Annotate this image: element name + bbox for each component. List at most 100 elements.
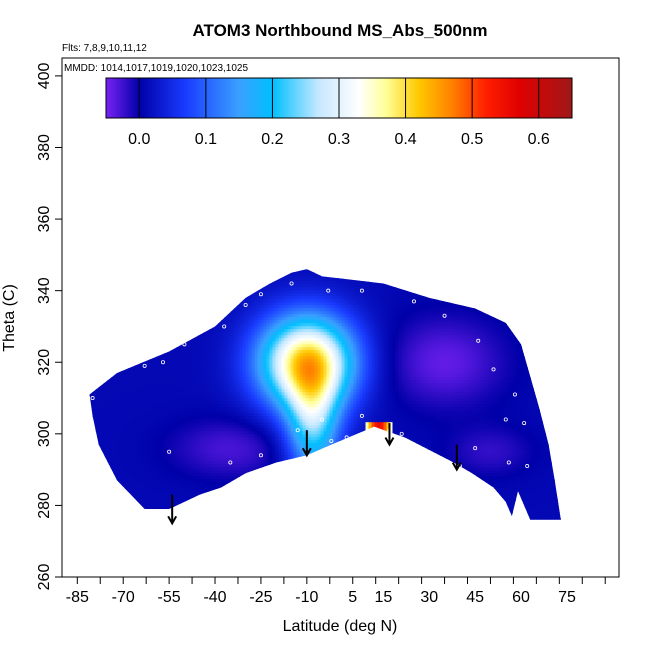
heatmap-cell [242,473,247,477]
heatmap-cell [101,467,106,471]
heatmap-cell [173,509,178,513]
heatmap-cell [113,290,118,294]
heatmap-cell [155,431,160,435]
heatmap-cell [98,308,103,312]
heatmap-cell [155,371,160,375]
heatmap-cell [146,302,151,306]
heatmap-cell [161,407,166,411]
heatmap-cell [149,287,154,291]
heatmap-cell [134,518,139,520]
heatmap-cell [173,389,178,393]
heatmap-cell [95,281,100,285]
heatmap-cell [170,374,175,378]
heatmap-cell [146,506,151,510]
heatmap-cell [140,368,145,372]
heatmap-cell [221,296,226,300]
heatmap-cell [92,362,97,366]
heatmap-cell [92,485,97,489]
heatmap-cell [209,506,214,510]
heatmap-cell [98,368,103,372]
heatmap-cell [167,395,172,399]
heatmap-cell [101,329,106,333]
heatmap-cell [101,488,106,492]
heatmap-cell [185,311,190,315]
heatmap-cell [152,359,157,363]
heatmap-cell [215,497,220,501]
heatmap-cell [122,422,127,426]
heatmap-cell [113,440,118,444]
heatmap-cell [152,449,157,453]
heatmap-cell [125,458,130,462]
heatmap-cell [149,380,154,384]
heatmap-cell [161,308,166,312]
heatmap-cell [137,317,142,321]
heatmap-cell [125,467,130,471]
heatmap-cell [131,494,136,498]
heatmap-cell [95,338,100,342]
heatmap-cell [152,428,157,432]
heatmap-cell [221,275,226,279]
heatmap-cell [215,503,220,507]
heatmap-cell [164,410,169,414]
heatmap-cell [122,476,127,480]
heatmap-cell [104,293,109,297]
heatmap-cell [215,272,220,276]
heatmap-cell [95,425,100,429]
heatmap-cell [224,305,229,309]
heatmap-cell [233,275,238,279]
heatmap-cell [92,341,97,345]
heatmap-cell [95,329,100,333]
heatmap-cell [140,419,145,423]
heatmap-cell [143,350,148,354]
heatmap-cell [233,500,238,504]
heatmap-cell [116,506,121,510]
heatmap-cell [119,482,124,486]
heatmap-cell [248,512,253,516]
heatmap-cell [221,284,226,288]
heatmap-cell [122,449,127,453]
heatmap-cell [149,458,154,462]
heatmap-cell [158,317,163,321]
heatmap-cell [110,404,115,408]
heatmap-cell [206,494,211,498]
heatmap-cell [119,413,124,417]
heatmap-cell [173,320,178,324]
heatmap-cell [134,425,139,429]
heatmap-cell [236,482,241,486]
heatmap-cell [203,506,208,510]
heatmap-cell [107,317,112,321]
heatmap-cell [125,350,130,354]
heatmap-cell [179,314,184,318]
heatmap-cell [137,287,142,291]
heatmap-cell [143,467,148,471]
heatmap-cell [137,518,142,520]
heatmap-cell [254,476,259,480]
heatmap-cell [113,473,118,477]
heatmap-cell [179,278,184,282]
heatmap-cell [158,314,163,318]
heatmap-cell [227,272,232,276]
heatmap-cell [95,371,100,375]
heatmap-cell [161,497,166,501]
heatmap-cell [167,407,172,411]
heatmap-cell [113,359,118,363]
heatmap-cell [146,272,151,276]
heatmap-cell [164,497,169,501]
heatmap-cell [194,281,199,285]
heatmap-cell [170,431,175,435]
heatmap-cell [110,380,115,384]
heatmap-cell [167,479,172,483]
heatmap-cell [125,434,130,438]
heatmap-cell [263,269,268,273]
heatmap-cell [164,308,169,312]
heatmap-cell [107,449,112,453]
heatmap-cell [116,272,121,276]
heatmap-cell [260,488,265,492]
heatmap-cell [248,503,253,507]
heatmap-cell [164,395,169,399]
heatmap-cell [167,401,172,405]
heatmap-cell [176,278,181,282]
heatmap-cell [230,296,235,300]
heatmap-cell [206,320,211,324]
heatmap-cell [155,497,160,501]
